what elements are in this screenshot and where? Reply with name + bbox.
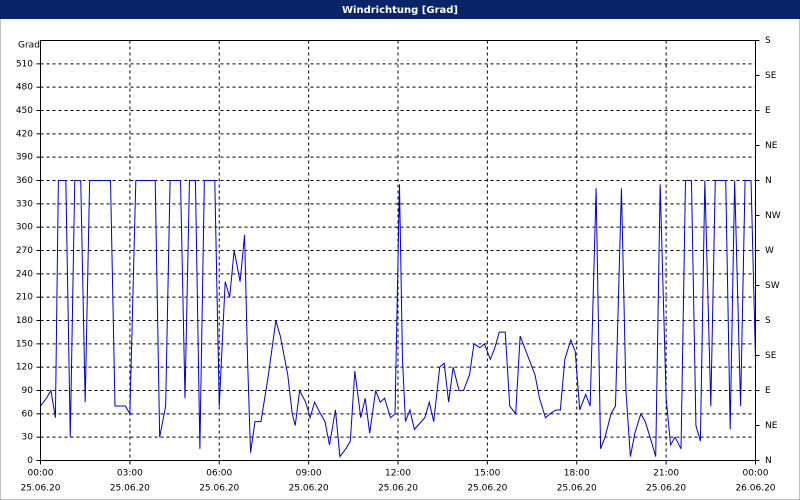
y-tick-label: 180 (16, 316, 33, 326)
y2-tick-label: S (765, 36, 771, 46)
y-tick-label: 480 (16, 83, 33, 93)
x-tick-date: 25.06.20 (110, 484, 150, 494)
x-tick-date: 26.06.20 (735, 484, 775, 494)
x-tick-label: 12:00 (385, 469, 411, 479)
x-tick-label: 06:00 (206, 469, 232, 479)
y2-tick-label: N (765, 456, 772, 466)
x-tick-label: 03:00 (117, 469, 143, 479)
y2-tick-label: N (765, 176, 772, 186)
y-tick-label: 300 (16, 223, 33, 233)
x-tick-date: 25.06.20 (199, 484, 239, 494)
x-tick-label: 15:00 (474, 469, 500, 479)
y2-tick-label: E (765, 106, 771, 116)
y-tick-label: 420 (16, 129, 33, 139)
x-tick-label: 21:00 (653, 469, 679, 479)
y-tick-label: 510 (16, 59, 33, 69)
x-tick-label: 18:00 (564, 469, 590, 479)
y-tick-label: 60 (22, 409, 34, 419)
y-tick-label: 330 (16, 199, 33, 209)
x-tick-date: 25.06.20 (646, 484, 686, 494)
x-tick-label: 00:00 (28, 469, 54, 479)
chart-title: Windrichtung [Grad] (342, 5, 458, 16)
title-bar (0, 0, 800, 19)
x-tick-label: 09:00 (296, 469, 322, 479)
y2-tick-label: NE (765, 421, 778, 431)
y-tick-label: 30 (22, 433, 34, 443)
y-tick-label: 450 (16, 106, 33, 116)
data-line (40, 180, 756, 458)
y-tick-label: 270 (16, 246, 33, 256)
x-tick-date: 25.06.20 (378, 484, 418, 494)
y-tick-label: 240 (16, 269, 33, 279)
y-tick-label: 210 (16, 293, 33, 303)
y2-tick-label: S (765, 316, 771, 326)
y-tick-label: 90 (22, 386, 34, 396)
x-tick-date: 25.06.20 (20, 484, 60, 494)
x-tick-date: 25.06.20 (557, 484, 597, 494)
y2-tick-label: W (765, 246, 774, 256)
y2-tick-label: E (765, 386, 771, 396)
y-tick-label: 360 (16, 176, 33, 186)
y-axis-label: Grad (18, 41, 40, 51)
y-tick-label: 150 (16, 339, 33, 349)
x-tick-date: 25.06.20 (289, 484, 329, 494)
y2-tick-label: SW (765, 281, 780, 291)
y2-tick-label: SE (765, 351, 777, 361)
y-tick-label: 120 (16, 363, 33, 373)
y-tick-label: 390 (16, 153, 33, 163)
y-tick-label: 0 (27, 456, 33, 466)
x-tick-date: 25.06.20 (467, 484, 507, 494)
y2-tick-label: NW (765, 211, 781, 221)
y2-tick-label: SE (765, 71, 777, 81)
x-tick-label: 00:00 (743, 469, 769, 479)
y2-tick-label: NE (765, 141, 778, 151)
